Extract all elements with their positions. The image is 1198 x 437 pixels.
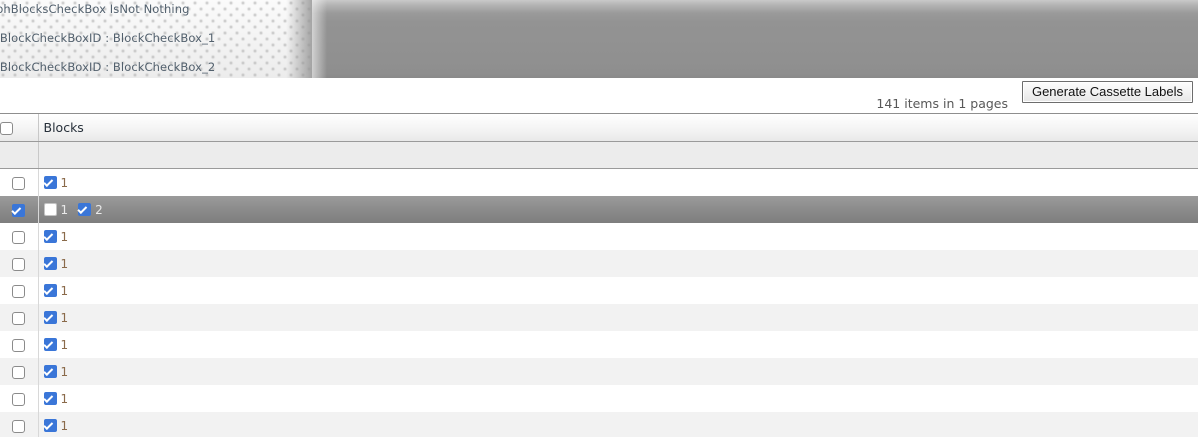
table-row[interactable]: 1 — [0, 277, 1198, 304]
row-select-checkbox[interactable] — [12, 176, 26, 190]
header-blocks-label: Blocks — [43, 120, 84, 135]
block-checkbox-item[interactable]: 1 — [43, 202, 69, 217]
block-checkbox-label: 1 — [60, 418, 69, 433]
row-blocks-cell[interactable]: 1 — [38, 223, 1198, 250]
generate-cassette-labels-button[interactable]: Generate Cassette Labels — [1021, 81, 1193, 103]
grid-header-row: Blocks — [0, 114, 1198, 142]
block-checkbox-label: 1 — [60, 175, 69, 190]
row-select-checkbox[interactable] — [12, 284, 26, 298]
block-checkbox[interactable] — [43, 365, 57, 379]
select-all-checkbox[interactable] — [0, 122, 13, 135]
block-checkbox-label: 1 — [60, 310, 69, 325]
table-row[interactable]: 1 — [0, 250, 1198, 277]
block-checkbox-item[interactable]: 1 — [43, 364, 69, 379]
block-checkbox-item[interactable]: 1 — [43, 175, 69, 190]
debug-line-0: phBlocksCheckBox IsNot Nothing — [0, 2, 190, 16]
block-checkbox-item[interactable]: 2 — [78, 202, 103, 217]
block-checkbox-item[interactable]: 1 — [43, 391, 69, 406]
row-select-checkbox[interactable] — [12, 257, 26, 271]
row-select-checkbox[interactable] — [12, 365, 26, 379]
block-checkbox-label: 1 — [60, 229, 69, 244]
row-select-checkbox[interactable] — [12, 338, 26, 352]
overlay-texture-panel — [0, 0, 312, 78]
row-select-cell[interactable] — [0, 331, 39, 358]
table-row[interactable]: 1 — [0, 412, 1198, 437]
block-checkbox-label: 2 — [95, 202, 103, 217]
block-checkbox-label: 1 — [60, 364, 69, 379]
block-checkbox[interactable] — [43, 257, 57, 271]
row-blocks-cell[interactable]: 1 — [38, 168, 1198, 196]
debug-overlay-strip: phBlocksCheckBox IsNot Nothing -BlockChe… — [0, 0, 1198, 78]
block-checkbox-label: 1 — [60, 256, 69, 271]
row-select-checkbox[interactable] — [12, 203, 26, 217]
block-checkbox[interactable] — [43, 311, 57, 325]
debug-line-1: -BlockCheckBoxID : BlockCheckBox_1 — [0, 31, 216, 45]
block-checkbox[interactable] — [43, 203, 57, 217]
table-row[interactable]: 1 — [0, 304, 1198, 331]
block-checkbox[interactable] — [43, 338, 57, 352]
block-checkbox-item[interactable]: 1 — [43, 229, 69, 244]
row-blocks-cell[interactable]: 1 — [38, 331, 1198, 358]
block-checkbox-item[interactable]: 1 — [43, 283, 69, 298]
debug-line-2: -BlockCheckBoxID : BlockCheckBox_2 — [0, 60, 216, 74]
row-select-cell[interactable] — [0, 168, 39, 196]
row-blocks-cell[interactable]: 1 — [38, 385, 1198, 412]
row-select-cell[interactable] — [0, 412, 39, 437]
row-select-cell[interactable] — [0, 223, 39, 250]
block-checkbox-item[interactable]: 1 — [43, 418, 69, 433]
row-select-checkbox[interactable] — [12, 230, 26, 244]
row-blocks-cell[interactable]: 1 — [38, 277, 1198, 304]
table-row[interactable]: 1 — [0, 223, 1198, 250]
block-checkbox[interactable] — [43, 230, 57, 244]
block-checkbox[interactable] — [43, 176, 57, 190]
header-blocks-cell[interactable]: Blocks — [38, 114, 1198, 142]
row-blocks-cell[interactable]: 1 — [38, 358, 1198, 385]
item-count-label: 141 items in 1 pages — [876, 96, 1008, 111]
block-checkbox-item[interactable]: 1 — [43, 310, 69, 325]
block-checkbox-label: 1 — [60, 337, 69, 352]
row-select-cell[interactable] — [0, 304, 39, 331]
row-select-cell[interactable] — [0, 196, 39, 223]
block-checkbox[interactable] — [78, 203, 92, 217]
row-select-checkbox[interactable] — [12, 419, 26, 433]
grid-filter-row[interactable] — [0, 141, 1198, 169]
block-checkbox-item[interactable]: 1 — [43, 256, 69, 271]
overlay-gray-panel — [305, 0, 1198, 78]
table-row[interactable]: 1 — [0, 331, 1198, 358]
block-checkbox[interactable] — [43, 284, 57, 298]
row-select-cell[interactable] — [0, 385, 39, 412]
block-checkbox-label: 1 — [60, 283, 69, 298]
table-row[interactable]: 1 — [0, 168, 1198, 196]
row-blocks-cell[interactable]: 1 — [38, 412, 1198, 437]
block-checkbox-label: 1 — [60, 391, 69, 406]
block-checkbox-item[interactable]: 1 — [43, 337, 69, 352]
block-checkbox[interactable] — [43, 419, 57, 433]
filter-cell-check — [0, 141, 39, 169]
table-row[interactable]: 1 — [0, 385, 1198, 412]
row-blocks-cell[interactable]: 1 — [38, 250, 1198, 277]
block-checkbox-label: 1 — [60, 202, 69, 217]
block-checkbox[interactable] — [43, 392, 57, 406]
row-select-cell[interactable] — [0, 277, 39, 304]
row-select-cell[interactable] — [0, 250, 39, 277]
row-select-checkbox[interactable] — [12, 392, 26, 406]
row-select-cell[interactable] — [0, 358, 39, 385]
table-row[interactable]: 1 — [0, 358, 1198, 385]
filter-cell-blocks[interactable] — [38, 141, 1198, 169]
grid-toolbar: 141 items in 1 pages Generate Cassette L… — [0, 78, 1198, 113]
header-select-all-cell[interactable] — [0, 114, 39, 142]
row-blocks-cell[interactable]: 1 — [38, 304, 1198, 331]
debug-text-block: phBlocksCheckBox IsNot Nothing -BlockChe… — [0, 0, 312, 78]
row-select-checkbox[interactable] — [12, 311, 26, 325]
